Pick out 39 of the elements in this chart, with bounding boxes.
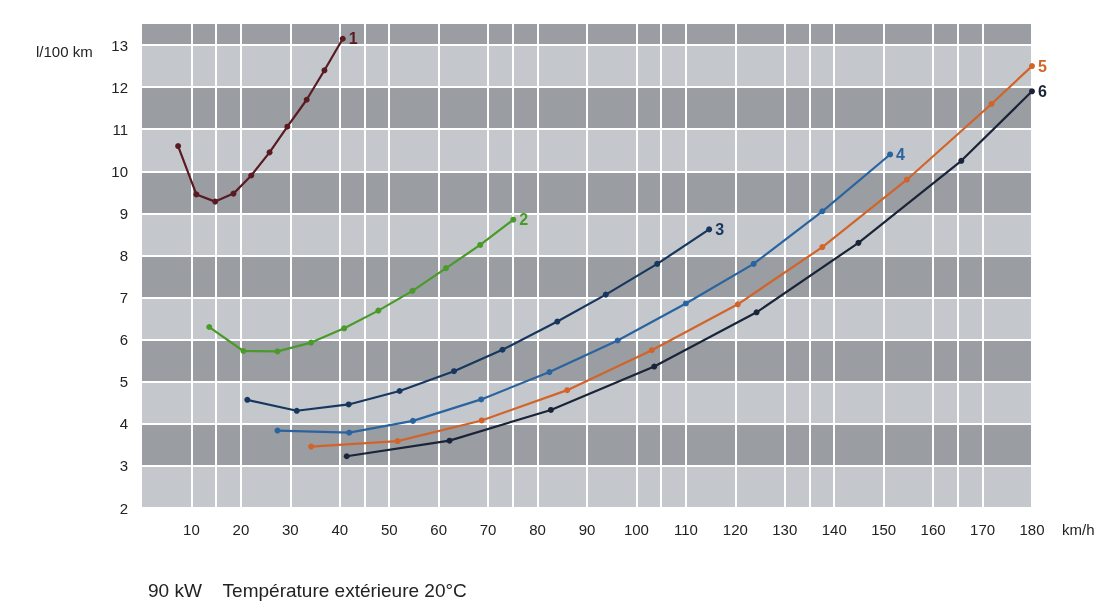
y-tick-label: 11 <box>112 120 128 138</box>
y-tick-label: 6 <box>119 331 128 349</box>
y-axis-title: l/100 km <box>36 43 93 60</box>
x-tick-label: 10 <box>183 521 200 538</box>
y-tick-label: 10 <box>111 162 128 180</box>
y-tick-label: 5 <box>119 373 128 391</box>
text: 90 kW Température extérieure 20°C <box>148 580 467 601</box>
x-tick-label: 100 <box>623 521 649 538</box>
x-tick-label: 130 <box>772 521 798 538</box>
x-tick-label: 90 <box>578 521 596 538</box>
x-tick-label: 60 <box>430 521 448 538</box>
x-tick-label: 170 <box>970 521 996 538</box>
y-tick-label: 13 <box>111 36 128 54</box>
y-tick-label: 3 <box>119 457 128 475</box>
x-tick-label: 50 <box>380 521 398 538</box>
series-label: 6 <box>1038 82 1047 100</box>
x-tick-label: 120 <box>722 521 748 538</box>
series-label: 4 <box>896 145 906 163</box>
y-tick-label: 12 <box>111 78 128 96</box>
series-label: 5 <box>1038 57 1047 75</box>
x-tick-label: 70 <box>479 521 497 538</box>
y-tick-label: 8 <box>119 246 128 264</box>
x-tick-label: 30 <box>281 521 299 538</box>
x-tick-label: 20 <box>232 521 250 538</box>
y-tick-label: 2 <box>119 499 128 517</box>
y-tick-label: 9 <box>119 204 128 222</box>
y-tick-label: 7 <box>119 289 128 307</box>
x-tick-label: 150 <box>871 521 897 538</box>
x-axis-title: km/h <box>1062 521 1095 538</box>
x-tick-label: 140 <box>821 521 847 538</box>
x-tick-label: 80 <box>529 521 546 538</box>
series-label: 3 <box>715 220 725 238</box>
x-tick-label: 110 <box>673 521 698 538</box>
y-tick-label: 4 <box>119 415 128 433</box>
series-label: 1 <box>348 30 358 48</box>
x-tick-label: 160 <box>920 521 946 538</box>
x-tick-label: 40 <box>331 521 349 538</box>
x-tick-label: 180 <box>1019 521 1045 538</box>
series-label: 2 <box>519 211 529 229</box>
